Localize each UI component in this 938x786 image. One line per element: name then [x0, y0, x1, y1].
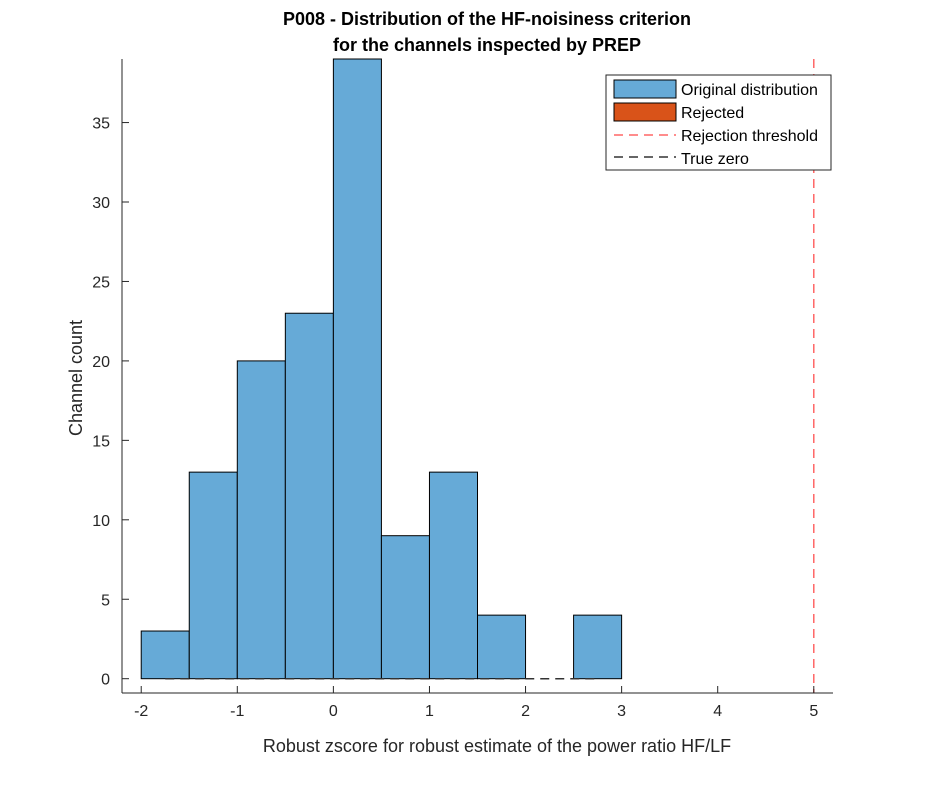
histogram-bar-4 — [332, 58, 382, 680]
x-tick-label: 1 — [425, 703, 434, 720]
legend-label-rejected: Rejected — [681, 105, 744, 122]
x-tick-label: 4 — [713, 703, 722, 720]
legend-label-true-zero: True zero — [681, 151, 749, 168]
y-tick-label: 15 — [92, 433, 110, 450]
x-tick-label: -1 — [230, 703, 244, 720]
legend-swatch-rejected — [613, 102, 677, 122]
chart-title-line-1: P008 - Distribution of the HF-noisiness … — [283, 9, 691, 29]
axes: -2 -1 0 1 2 3 4 5 0 5 10 15 20 25 30 35 — [92, 59, 833, 720]
legend: Original distribution Rejected Rejection… — [605, 74, 832, 171]
legend-label-original: Original distribution — [681, 82, 818, 99]
y-tick-label: 5 — [101, 592, 110, 609]
x-tick-label: 0 — [329, 703, 338, 720]
x-tick-label: 5 — [809, 703, 818, 720]
histogram-bar-1 — [188, 471, 238, 680]
chart-title-line-2: for the channels inspected by PREP — [333, 35, 641, 55]
y-tick-label: 0 — [101, 672, 110, 689]
y-tick-label: 20 — [92, 354, 110, 371]
y-tick-label: 30 — [92, 195, 110, 212]
legend-label-threshold: Rejection threshold — [681, 128, 818, 145]
histogram-bar-7 — [477, 614, 527, 680]
x-tick-label: -2 — [134, 703, 148, 720]
x-tick-label: 2 — [521, 703, 530, 720]
y-tick-label: 25 — [92, 274, 110, 291]
histogram-bar-9 — [573, 614, 623, 680]
legend-swatch-original — [613, 79, 677, 99]
x-tick-label: 3 — [617, 703, 626, 720]
histogram-bar-6 — [428, 471, 479, 680]
histogram-bar-3 — [284, 312, 334, 680]
legend-box — [605, 74, 832, 171]
y-tick-label: 10 — [92, 513, 110, 530]
histogram-bar-0 — [140, 630, 190, 680]
y-tick-label: 35 — [92, 116, 110, 133]
histogram-bar-2 — [236, 360, 286, 680]
y-axis-label: Channel count — [66, 320, 86, 436]
x-axis-label: Robust zscore for robust estimate of the… — [263, 736, 731, 756]
histogram-bars — [140, 58, 623, 680]
histogram-bar-5 — [380, 535, 430, 680]
